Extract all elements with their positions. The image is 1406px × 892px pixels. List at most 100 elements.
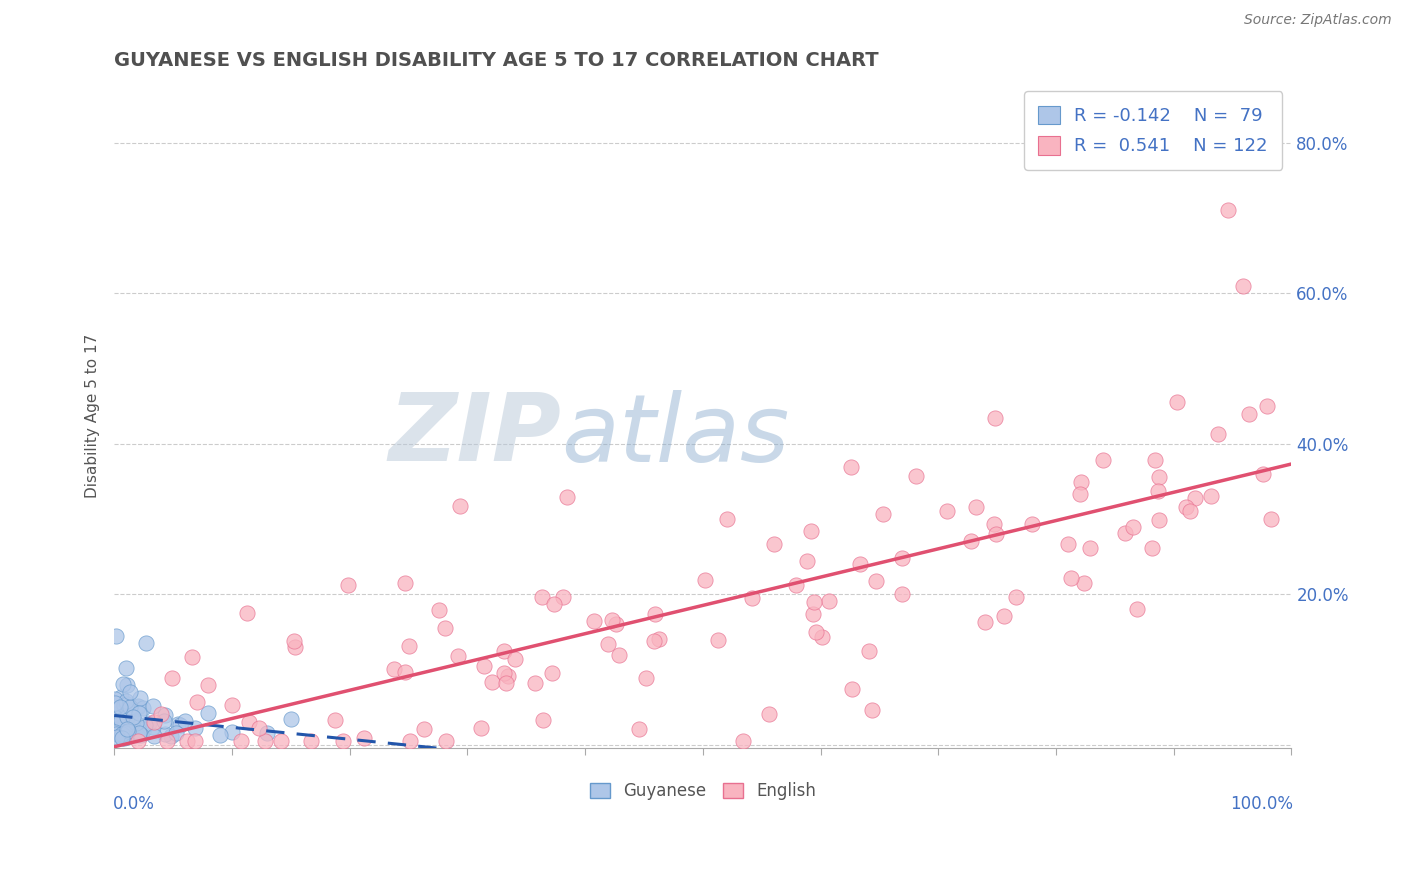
Point: [636, 671, 658, 685]
Point: [1021, 517, 1043, 532]
Point: [803, 595, 825, 609]
Point: [1256, 399, 1278, 413]
Text: 100.0%: 100.0%: [1230, 795, 1292, 814]
Point: [543, 598, 565, 612]
Point: [449, 500, 471, 514]
Point: [117, 704, 139, 718]
Point: [138, 716, 160, 731]
Text: GUYANESE VS ENGLISH DISABILITY AGE 5 TO 17 CORRELATION CHART: GUYANESE VS ENGLISH DISABILITY AGE 5 TO …: [114, 51, 879, 70]
Point: [1146, 483, 1168, 498]
Point: [1260, 512, 1282, 526]
Point: [108, 700, 131, 714]
Point: [112, 719, 135, 733]
Point: [104, 721, 127, 735]
Point: [111, 731, 134, 745]
Point: [183, 734, 205, 748]
Point: [1092, 453, 1115, 467]
Point: [124, 716, 146, 731]
Point: [118, 700, 141, 714]
Point: [984, 411, 1007, 425]
Point: [1232, 278, 1254, 293]
Point: [1057, 536, 1080, 550]
Point: [221, 724, 243, 739]
Point: [398, 639, 420, 653]
Point: [394, 665, 416, 680]
Point: [197, 678, 219, 692]
Point: [384, 662, 406, 676]
Point: [117, 706, 139, 720]
Point: [858, 644, 880, 658]
Point: [142, 715, 165, 730]
Point: [628, 722, 651, 736]
Point: [127, 698, 149, 713]
Point: [132, 701, 155, 715]
Point: [643, 633, 665, 648]
Point: [890, 551, 912, 566]
Point: [741, 591, 763, 605]
Point: [160, 671, 183, 685]
Point: [872, 507, 894, 521]
Point: [758, 706, 780, 721]
Point: [117, 724, 139, 739]
Point: [238, 714, 260, 729]
Point: [112, 698, 135, 713]
Point: [104, 724, 127, 739]
Point: [818, 594, 841, 608]
Point: [160, 729, 183, 743]
Point: [284, 640, 307, 654]
Point: [1122, 520, 1144, 534]
Point: [120, 723, 142, 738]
Point: [555, 490, 578, 504]
Point: [117, 722, 139, 736]
Point: [129, 727, 152, 741]
Point: [353, 731, 375, 746]
Point: [131, 723, 153, 737]
Point: [104, 702, 127, 716]
Point: [936, 504, 959, 518]
Point: [143, 729, 166, 743]
Point: [1206, 427, 1229, 442]
Point: [399, 734, 422, 748]
Point: [115, 728, 138, 742]
Point: [299, 734, 322, 748]
Point: [110, 690, 132, 704]
Point: [105, 710, 128, 724]
Point: [434, 734, 457, 748]
Point: [1184, 491, 1206, 506]
Point: [1126, 601, 1149, 615]
Point: [785, 577, 807, 591]
Point: [150, 706, 173, 721]
Point: [1070, 475, 1092, 489]
Point: [1218, 203, 1240, 218]
Point: [118, 702, 141, 716]
Point: [447, 649, 470, 664]
Point: [128, 706, 150, 721]
Point: [209, 728, 232, 742]
Point: [104, 629, 127, 643]
Point: [841, 460, 863, 475]
Point: [108, 700, 131, 714]
Point: [1149, 513, 1171, 527]
Point: [470, 721, 492, 735]
Point: [118, 729, 141, 743]
Point: [114, 694, 136, 708]
Point: [1180, 504, 1202, 518]
Point: [115, 698, 138, 712]
Point: [104, 691, 127, 706]
Point: [270, 734, 292, 748]
Point: [120, 706, 142, 721]
Point: [254, 734, 277, 748]
Point: [125, 728, 148, 742]
Point: [582, 614, 605, 628]
Point: [598, 637, 620, 651]
Point: [1078, 541, 1101, 555]
Point: [1114, 526, 1136, 541]
Point: [283, 633, 305, 648]
Point: [115, 730, 138, 744]
Point: [983, 517, 1005, 532]
Point: [960, 534, 983, 549]
Point: [800, 524, 823, 538]
Point: [1069, 487, 1091, 501]
Point: [122, 724, 145, 739]
Text: atlas: atlas: [561, 390, 790, 481]
